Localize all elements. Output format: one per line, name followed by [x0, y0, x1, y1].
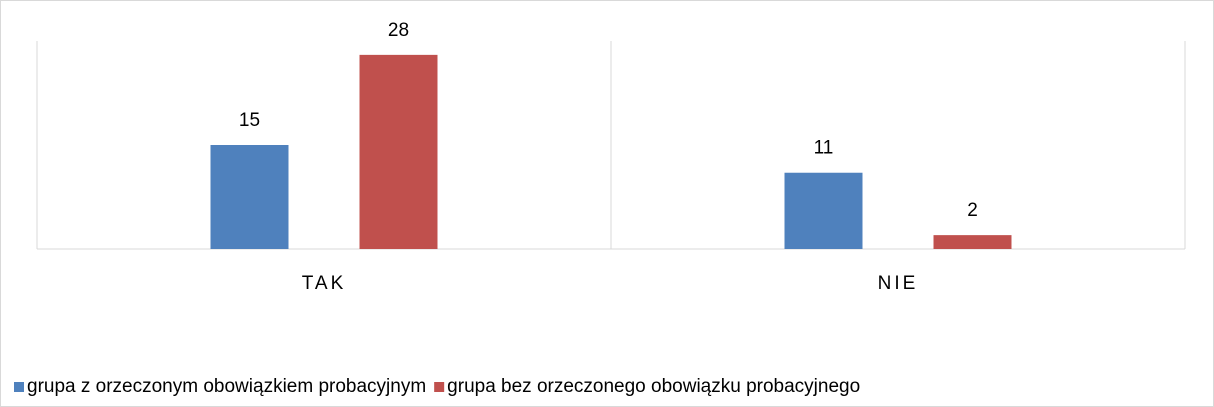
legend-swatch: [14, 382, 24, 392]
data-label: 15: [239, 110, 260, 131]
legend-label: grupa z orzeczonym obowiązkiem probacyjn…: [27, 376, 426, 397]
legend-swatch: [434, 382, 445, 392]
data-label: 28: [388, 20, 409, 41]
bar: [933, 235, 1012, 249]
bar: [784, 172, 863, 249]
x-tick-label: TAK: [302, 273, 347, 294]
data-label: 11: [814, 138, 834, 159]
x-tick-label: NIE: [878, 273, 919, 294]
bar: [359, 54, 438, 249]
bar: [210, 145, 289, 249]
data-label: 2: [967, 200, 978, 221]
legend-label: grupa bez orzeczonego obowiązku probacyj…: [447, 376, 860, 397]
